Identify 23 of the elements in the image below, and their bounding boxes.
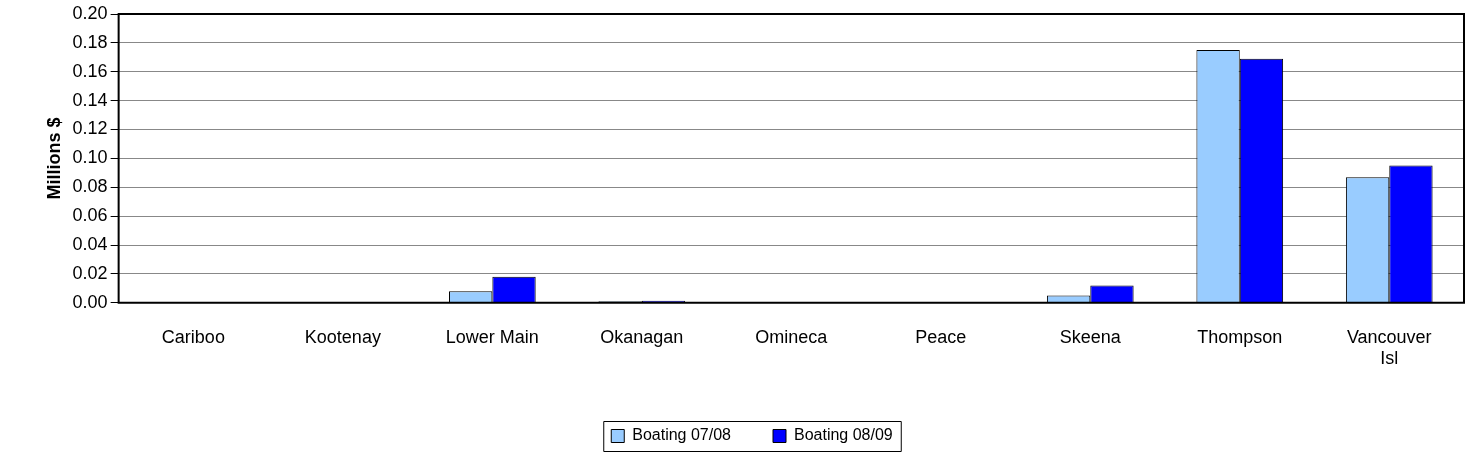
x-tick-label: Peace <box>915 326 967 347</box>
legend-label: Boating 08/09 <box>794 426 893 444</box>
y-tick-label: 0.16 <box>72 60 108 81</box>
y-tick-label: 0.14 <box>72 89 108 110</box>
x-tick-label: Skeena <box>1059 326 1122 347</box>
x-tick-label: Cariboo <box>161 326 225 347</box>
y-tick-label: 0.06 <box>72 205 108 226</box>
x-tick-label: Omineca <box>755 326 829 347</box>
y-tick-label: 0.00 <box>72 291 108 312</box>
x-tick-label: Vancouver Isl <box>1346 326 1432 369</box>
y-tick-label: 0.10 <box>72 147 108 168</box>
legend-label: Boating 07/08 <box>632 426 732 444</box>
y-tick-label: 0.12 <box>72 118 108 139</box>
x-tick-label: Okanagan <box>600 326 684 347</box>
y-tick-label: 0.18 <box>72 31 108 52</box>
y-tick-label: 0.04 <box>72 234 108 255</box>
y-axis-title: Millions $ <box>43 117 64 200</box>
y-tick-label: 0.20 <box>72 2 108 23</box>
x-tick-label: Thompson <box>1197 326 1283 347</box>
x-tick-label: Kootenay <box>304 326 381 347</box>
y-tick-label: 0.02 <box>72 262 108 283</box>
y-tick-label: 0.08 <box>72 176 108 197</box>
x-tick-label: Lower Main <box>445 326 539 347</box>
